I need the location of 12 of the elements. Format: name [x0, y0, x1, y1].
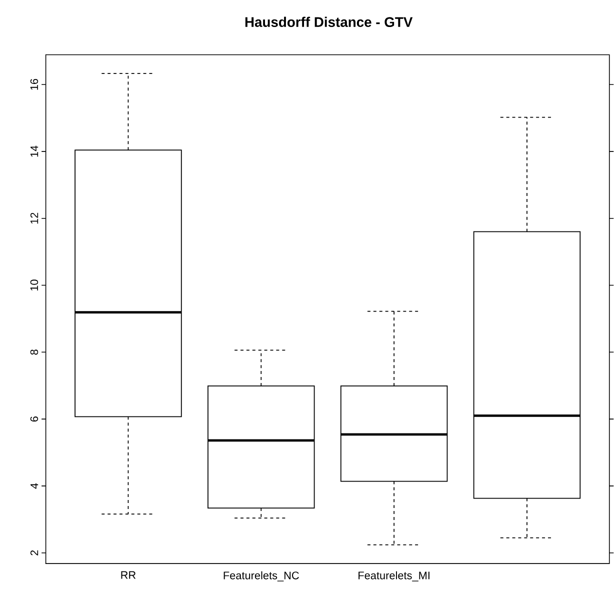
y-tick-label: 2 — [30, 550, 38, 556]
y-tick-label: 4 — [30, 483, 38, 489]
x-tick-label: Featurelets_NC — [224, 571, 299, 582]
y-tick-label: 16 — [30, 78, 38, 90]
y-tick-label: 6 — [30, 416, 38, 422]
x-tick-label: RR — [121, 571, 136, 579]
x-tick-label: Featurelets_MI — [358, 571, 430, 582]
y-tick-label: 10 — [30, 279, 38, 290]
y-tick-label: 8 — [30, 349, 38, 355]
y-tick-label: 12 — [30, 212, 38, 224]
chart-title: Hausdorff Distance - GTV — [245, 16, 413, 27]
y-tick-label: 14 — [30, 146, 38, 156]
